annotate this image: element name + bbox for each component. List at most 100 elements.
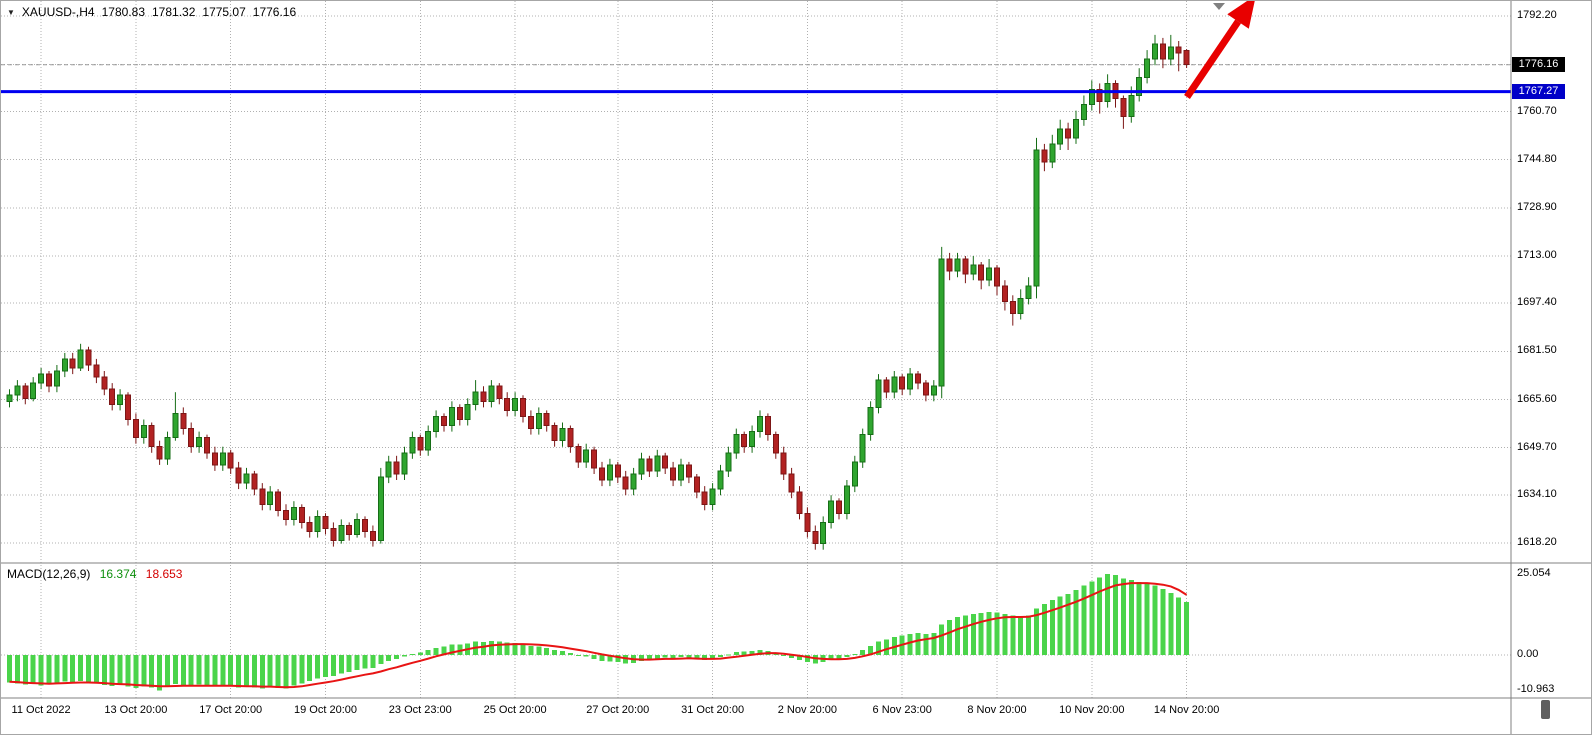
macd-bar bbox=[1168, 593, 1174, 655]
trend-arrow-head[interactable] bbox=[1227, 1, 1256, 29]
candle bbox=[77, 349, 84, 369]
candle bbox=[53, 370, 60, 387]
candle bbox=[994, 267, 1000, 287]
macd-bar bbox=[670, 655, 676, 658]
macd-bar bbox=[133, 655, 139, 688]
macd-bar bbox=[1041, 604, 1047, 655]
macd-bar bbox=[639, 655, 644, 661]
macd-bar bbox=[149, 655, 155, 688]
candle bbox=[946, 258, 953, 272]
candle bbox=[843, 485, 850, 514]
candle bbox=[314, 515, 321, 533]
macd-bar bbox=[1057, 596, 1063, 655]
level-price-badge: 1767.27 bbox=[1512, 83, 1565, 99]
macd-bar bbox=[180, 655, 186, 685]
current-price-badge: 1776.16 bbox=[1512, 56, 1565, 72]
ohlc-open-value: 1780.83 bbox=[101, 5, 145, 19]
macd-bar bbox=[923, 633, 929, 655]
candle bbox=[662, 455, 669, 469]
macd-bar bbox=[354, 655, 360, 670]
candle bbox=[1136, 76, 1143, 97]
candle bbox=[646, 458, 653, 472]
macd-bar bbox=[1034, 608, 1039, 655]
candle bbox=[148, 425, 155, 448]
macd-bar bbox=[836, 655, 842, 660]
candle bbox=[1080, 104, 1087, 121]
macd-bar bbox=[749, 650, 755, 655]
candle bbox=[464, 403, 471, 420]
candle bbox=[899, 376, 906, 390]
candle bbox=[46, 373, 52, 387]
macd-bar bbox=[718, 655, 723, 657]
candle bbox=[196, 437, 203, 448]
candle bbox=[1049, 143, 1056, 163]
macd-bar bbox=[165, 655, 170, 687]
price-axis[interactable]: 1792.20 1760.70 1744.80 1728.90 1713.00 1697.… bbox=[1512, 1, 1591, 734]
time-tick-label: 13 Oct 20:00 bbox=[104, 704, 168, 716]
macd-bar bbox=[844, 655, 850, 657]
macd-bar bbox=[1184, 602, 1190, 655]
macd-bar bbox=[441, 646, 447, 655]
candle bbox=[385, 461, 392, 478]
macd-bar bbox=[1120, 578, 1126, 655]
scrollbar-thumb[interactable] bbox=[1541, 700, 1550, 719]
candle bbox=[441, 415, 447, 426]
candle bbox=[433, 415, 440, 433]
macd-bar bbox=[970, 613, 976, 655]
macd-bar bbox=[560, 651, 565, 655]
candle bbox=[259, 488, 266, 505]
time-tick-label: 27 Oct 20:00 bbox=[586, 704, 650, 716]
chart-shift-marker[interactable] bbox=[1213, 3, 1225, 10]
macd-bar bbox=[488, 640, 494, 655]
gridlines bbox=[1, 1, 1511, 698]
macd-bar bbox=[125, 655, 131, 687]
candle bbox=[251, 473, 258, 490]
chevron-down-icon[interactable]: ▼ bbox=[7, 7, 15, 17]
candle bbox=[1120, 98, 1127, 118]
macd-bar bbox=[528, 646, 534, 655]
price-tick-label: 1744.80 bbox=[1517, 152, 1557, 165]
candle bbox=[1183, 50, 1190, 66]
macd-bar bbox=[828, 655, 834, 661]
time-tick-label: 11 Oct 2022 bbox=[11, 704, 71, 716]
candle bbox=[859, 434, 866, 463]
macd-bar bbox=[757, 649, 763, 655]
time-tick-label: 10 Nov 20:00 bbox=[1059, 704, 1125, 716]
candle bbox=[1167, 46, 1174, 60]
candle bbox=[488, 385, 495, 402]
macd-bar bbox=[54, 655, 60, 683]
macd-bar bbox=[402, 655, 407, 657]
macd-bar bbox=[536, 646, 542, 655]
macd-bar bbox=[646, 655, 652, 660]
time-tick-label: 19 Oct 20:00 bbox=[294, 704, 357, 716]
candle bbox=[125, 394, 131, 421]
candle bbox=[1073, 119, 1079, 139]
candle bbox=[38, 373, 45, 384]
candle bbox=[1096, 88, 1103, 103]
candle bbox=[678, 464, 684, 481]
candle bbox=[717, 470, 724, 490]
time-axis[interactable]: 11 Oct 2022 13 Oct 20:00 17 Oct 20:00 19 Oc… bbox=[1, 702, 1511, 724]
macd-bar bbox=[512, 642, 518, 655]
candle bbox=[180, 412, 187, 430]
macd-bar bbox=[1018, 616, 1024, 655]
candle bbox=[1159, 43, 1166, 60]
macd-bar bbox=[520, 644, 526, 655]
trend-arrow-shaft[interactable] bbox=[1184, 19, 1241, 99]
candle bbox=[30, 382, 37, 399]
candle bbox=[535, 412, 542, 430]
macd-bar bbox=[662, 655, 668, 658]
price-tick-label: 1713.00 bbox=[1517, 249, 1557, 261]
price-tick-label: 1697.40 bbox=[1517, 296, 1557, 309]
candle bbox=[804, 512, 811, 532]
macd-bar bbox=[725, 654, 731, 656]
macd-bar bbox=[1176, 597, 1182, 655]
macd-bar bbox=[188, 655, 194, 686]
time-tick-label: 31 Oct 20:00 bbox=[681, 704, 745, 716]
time-tick-label: 6 Nov 23:00 bbox=[872, 704, 932, 716]
macd-bar bbox=[141, 655, 147, 687]
macd-name: MACD(12,26,9) bbox=[7, 567, 91, 581]
candle bbox=[480, 391, 487, 402]
candle bbox=[267, 491, 274, 505]
